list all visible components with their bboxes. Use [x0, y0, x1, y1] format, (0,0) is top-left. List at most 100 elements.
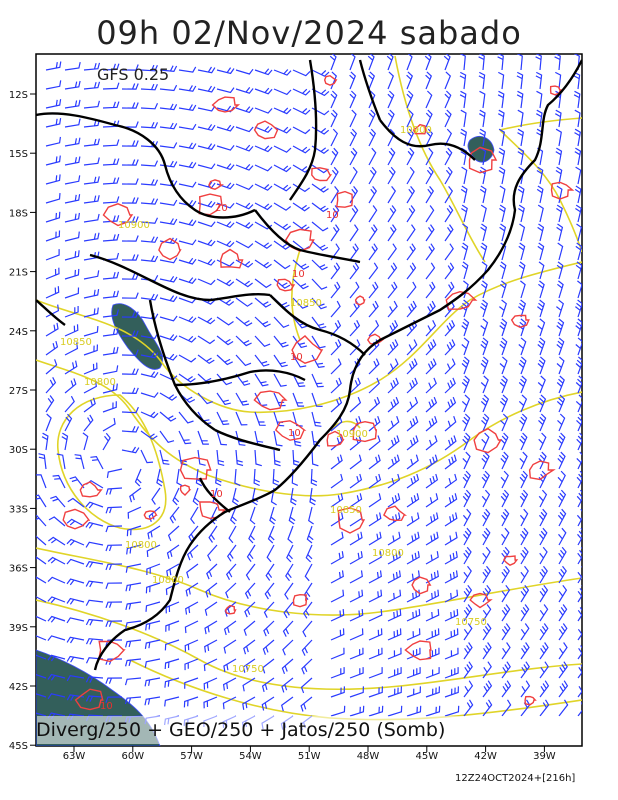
wind-barb [499, 299, 507, 318]
wind-barb [178, 85, 197, 92]
wind-barb [197, 392, 213, 405]
wind-barb [387, 686, 402, 698]
wind-barb [284, 582, 294, 600]
wind-barb [197, 143, 216, 151]
wind-barb [425, 609, 440, 622]
wind-barb [178, 449, 188, 466]
wind-barb [444, 358, 456, 375]
wind-barb [105, 487, 123, 495]
geopotential-label: 10850 [330, 505, 362, 516]
wind-barb [539, 604, 549, 622]
wind-barb [45, 80, 62, 90]
wind-barb [480, 204, 487, 223]
wind-barb [281, 658, 294, 675]
wind-barb [576, 432, 582, 451]
wind-barb [406, 609, 421, 622]
wind-barb [204, 639, 218, 653]
divergence-isoline [445, 290, 478, 310]
wind-barb [83, 344, 98, 356]
wind-barb [499, 337, 508, 356]
wind-barb [387, 531, 401, 546]
wind-barb [444, 109, 452, 128]
divergence-isoline [208, 179, 224, 190]
wind-barb [121, 330, 139, 337]
wind-barb [216, 335, 234, 346]
wind-barb [216, 87, 235, 94]
wind-barb [261, 696, 275, 711]
wind-barb [223, 658, 237, 673]
wind-barb [576, 223, 582, 242]
wind-barb [272, 468, 280, 487]
wind-barb [537, 356, 546, 375]
wind-barb [216, 411, 230, 426]
wind-barb [537, 375, 546, 394]
map-title: 09h 02/Nov/2024 sabado [96, 14, 522, 52]
wind-barb [273, 335, 289, 348]
wind-barb [480, 223, 488, 242]
wind-barb [106, 468, 123, 478]
boundary-line [36, 299, 66, 326]
wind-barb [349, 243, 359, 261]
wind-barb [406, 90, 414, 109]
wind-barb [254, 335, 271, 348]
wind-barb [498, 147, 506, 166]
wind-barb [424, 54, 432, 71]
wind-barb [83, 232, 100, 242]
wind-barb [45, 136, 61, 147]
wind-barb [125, 639, 142, 648]
wind-barb [146, 563, 161, 575]
divergence-isoline [198, 193, 223, 216]
wind-barb [36, 535, 47, 546]
wind-barb [140, 351, 159, 359]
wind-barb [83, 380, 97, 394]
boundary-line [254, 209, 361, 264]
wind-barb [311, 316, 327, 329]
wind-barb [387, 609, 402, 622]
wind-barb [444, 454, 457, 470]
wind-barb [124, 677, 142, 686]
wind-barb [197, 221, 216, 228]
wind-barb [461, 356, 470, 375]
wind-barb [66, 538, 85, 546]
wind-barb [178, 104, 197, 111]
wind-barb [249, 506, 256, 525]
wind-barb [481, 280, 488, 299]
wind-barb [463, 623, 473, 641]
wind-barb [85, 561, 104, 568]
wind-barb [235, 449, 244, 467]
wind-barb [254, 354, 270, 367]
wind-barb [520, 546, 529, 565]
wind-barb [444, 512, 458, 527]
wind-barb [368, 512, 382, 527]
wind-barb [518, 261, 526, 280]
wind-barb [444, 205, 454, 223]
wind-barb [459, 71, 467, 90]
wind-barb [478, 71, 486, 90]
wind-barb [330, 705, 346, 717]
wind-barb [516, 71, 524, 90]
wind-barb [535, 71, 543, 90]
wind-barb [576, 413, 582, 432]
wind-barb [85, 599, 104, 606]
wind-barb [159, 142, 178, 149]
geopotential-isoline [36, 599, 582, 691]
wind-barb [461, 166, 468, 185]
wind-barb [282, 620, 294, 637]
wind-barb [83, 138, 100, 147]
wind-barb [222, 677, 237, 691]
wind-barb [64, 324, 79, 337]
wind-barb [64, 413, 73, 432]
wind-barb [555, 147, 563, 166]
wind-barb [273, 316, 290, 329]
wind-barb [558, 623, 568, 641]
wind-barb [330, 320, 342, 337]
wind-barb [557, 413, 566, 432]
wind-barb [555, 109, 562, 128]
wind-barb [125, 563, 142, 573]
wind-barb [216, 316, 234, 326]
boundary-line [89, 253, 271, 302]
wind-barb [169, 506, 180, 524]
wind-barb [479, 128, 486, 147]
wind-barb [501, 584, 511, 603]
wind-barb [246, 544, 256, 562]
